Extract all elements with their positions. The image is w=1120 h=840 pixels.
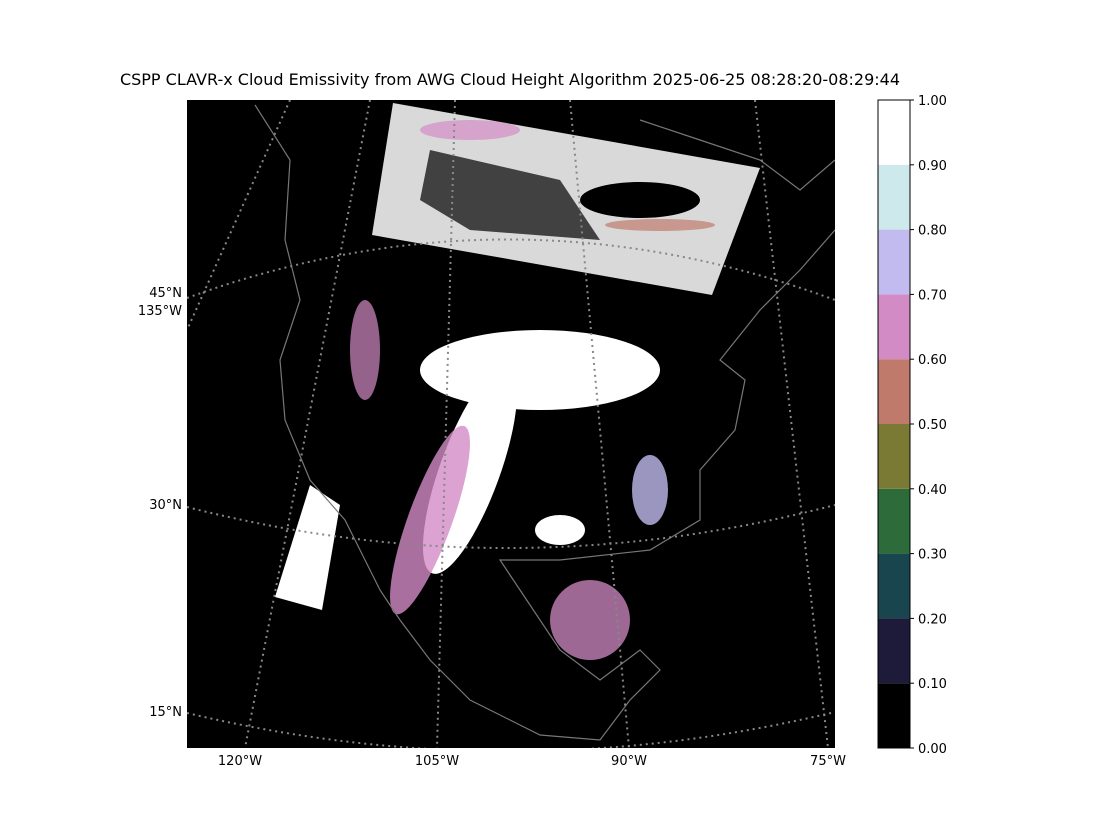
map-area: [187, 100, 835, 748]
colorbar-segment: [878, 100, 910, 165]
colorbar-segment: [878, 424, 910, 489]
colorbar-segment: [878, 683, 910, 748]
colorbar-tick-label: 0.90: [918, 159, 947, 174]
colorbar-segment: [878, 359, 910, 424]
colorbar-segment: [878, 294, 910, 360]
colorbar-segment: [878, 553, 910, 619]
colorbar-tick-label: 0.80: [918, 224, 947, 239]
lat-label: 45°N: [149, 286, 182, 301]
colorbar-tick-label: 0.50: [918, 418, 947, 433]
colorbar-segment: [878, 618, 910, 684]
lon-label: 90°W: [611, 754, 647, 769]
map-title: CSPP CLAVR-x Cloud Emissivity from AWG C…: [120, 70, 900, 89]
colorbar-segment: [878, 488, 910, 554]
colorbar-tick-label: 0.30: [918, 548, 947, 563]
lon-label: 135°W: [138, 304, 182, 319]
colorbar-tick-label: 0.20: [918, 612, 947, 627]
colorbar-tick-label: 0.70: [918, 288, 947, 303]
lon-label: 75°W: [810, 754, 846, 769]
colorbar-tick-label: 0.40: [918, 483, 947, 498]
lat-label: 15°N: [149, 705, 182, 720]
colorbar-segment: [878, 164, 910, 230]
colorbar-tick-label: 0.00: [918, 742, 947, 757]
lon-label: 120°W: [218, 754, 262, 769]
lon-label: 105°W: [415, 754, 459, 769]
colorbar-tick-label: 0.60: [918, 353, 947, 368]
colorbar-segment: [878, 229, 910, 295]
colorbar-tick-label: 0.10: [918, 677, 947, 692]
lat-label: 30°N: [149, 498, 182, 513]
colorbar-tick-label: 1.00: [918, 94, 947, 109]
